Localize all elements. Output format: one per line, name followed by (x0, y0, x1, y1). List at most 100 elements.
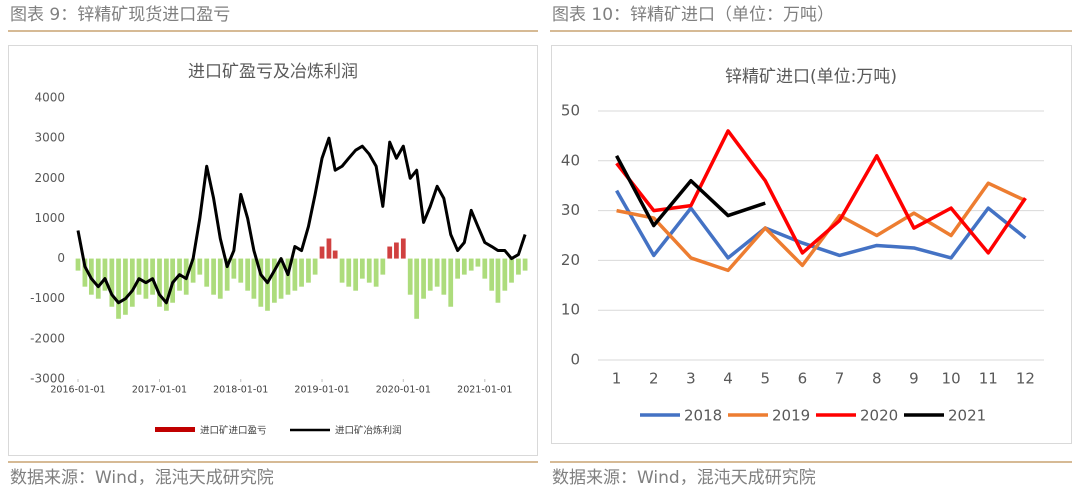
bar (489, 258, 495, 291)
legend-label: 2019 (772, 407, 810, 425)
y-tick-label: 4000 (34, 91, 65, 105)
bar (346, 258, 352, 287)
bar (339, 258, 345, 283)
chart-title: 锌精矿进口(单位:万吨) (725, 67, 897, 87)
x-tick-label: 12 (1016, 370, 1035, 388)
bar (353, 258, 359, 291)
bar (461, 258, 467, 275)
bar (373, 258, 379, 287)
chart-frame (8, 45, 538, 456)
legend-label: 2021 (948, 407, 986, 425)
bar (129, 258, 135, 307)
bar (522, 258, 528, 271)
x-tick-label: 8 (872, 370, 882, 388)
legend-label: 2020 (860, 407, 898, 425)
bar (502, 258, 508, 291)
bar (292, 258, 298, 291)
x-tick-label: 9 (909, 370, 919, 388)
x-tick-label: 2021-01-01 (457, 385, 512, 396)
x-tick-label: 3 (686, 370, 696, 388)
bar (238, 258, 244, 283)
bar (359, 258, 365, 279)
bar (312, 258, 318, 275)
line (76, 136, 527, 305)
legend-label: 2018 (684, 407, 722, 425)
bar (95, 258, 101, 299)
bar (306, 258, 311, 283)
bar (265, 258, 270, 311)
bar (441, 258, 447, 295)
bar (143, 258, 149, 299)
line (615, 189, 1027, 260)
bar (258, 258, 264, 307)
bar (427, 258, 433, 291)
bar (495, 258, 501, 303)
bar (136, 258, 142, 295)
bar (482, 258, 488, 279)
bar (190, 258, 196, 283)
bar (231, 258, 237, 279)
bar (102, 258, 108, 291)
x-tick-label: 11 (979, 370, 998, 388)
bar (326, 238, 332, 259)
y-tick-label: 0 (57, 251, 65, 265)
x-tick-label: 2019-01-01 (294, 385, 349, 396)
bar (516, 258, 521, 275)
bar (204, 258, 210, 287)
y-tick-label: 10 (561, 301, 580, 319)
bar (299, 258, 304, 287)
x-tick-label: 2020-01-01 (376, 385, 431, 396)
x-tick-label: 6 (798, 370, 808, 388)
x-tick-label: 2018-01-01 (213, 385, 268, 396)
bar (448, 258, 454, 307)
x-tick-label: 7 (835, 370, 845, 388)
y-tick-label: 2000 (34, 171, 65, 185)
bar (116, 258, 121, 319)
x-tick-label: 2 (649, 370, 659, 388)
y-tick-label: 3000 (34, 131, 65, 145)
legend-label: 进口矿冶炼利润 (335, 425, 402, 437)
bar (123, 258, 128, 315)
y-tick-label: -3000 (30, 372, 65, 386)
line (616, 181, 1027, 273)
bar (217, 258, 223, 299)
bar (251, 258, 257, 299)
bar (366, 258, 372, 283)
chart-title: 进口矿盈亏及冶炼利润 (188, 62, 358, 82)
bar (468, 258, 474, 271)
line (615, 129, 1027, 255)
bar (285, 258, 291, 295)
bar (400, 238, 406, 259)
x-tick-label: 10 (942, 370, 961, 388)
bar (394, 242, 399, 259)
bar (278, 258, 284, 299)
y-tick-label: 1000 (34, 211, 65, 225)
bar (421, 258, 426, 299)
bar (164, 258, 169, 311)
y-tick-label: 0 (570, 351, 580, 369)
bar (109, 258, 115, 307)
bar (82, 258, 88, 287)
legend-swatch (155, 427, 195, 432)
bar (407, 258, 413, 295)
y-tick-label: -1000 (30, 291, 65, 305)
y-tick-label: 30 (561, 201, 580, 219)
line (615, 154, 766, 228)
source: 数据来源：Wind，混沌天成研究院 (552, 468, 816, 488)
x-tick-label: 1 (612, 370, 622, 388)
x-tick-label: 4 (723, 370, 733, 388)
y-tick-label: -2000 (30, 331, 65, 345)
bar (509, 258, 514, 283)
bar (380, 258, 386, 275)
x-tick-label: 2017-01-01 (132, 385, 187, 396)
x-tick-label: 2016-01-01 (50, 385, 105, 396)
legend-label: 进口矿进口盈亏 (200, 425, 267, 437)
x-tick-label: 5 (760, 370, 770, 388)
source: 数据来源：Wind，混沌天成研究院 (10, 468, 274, 488)
bar (75, 258, 81, 271)
caption: 图表 10：锌精矿进口（单位：万吨） (552, 5, 834, 25)
bar (387, 246, 393, 259)
y-tick-label: 50 (561, 102, 580, 120)
bar (224, 258, 230, 291)
